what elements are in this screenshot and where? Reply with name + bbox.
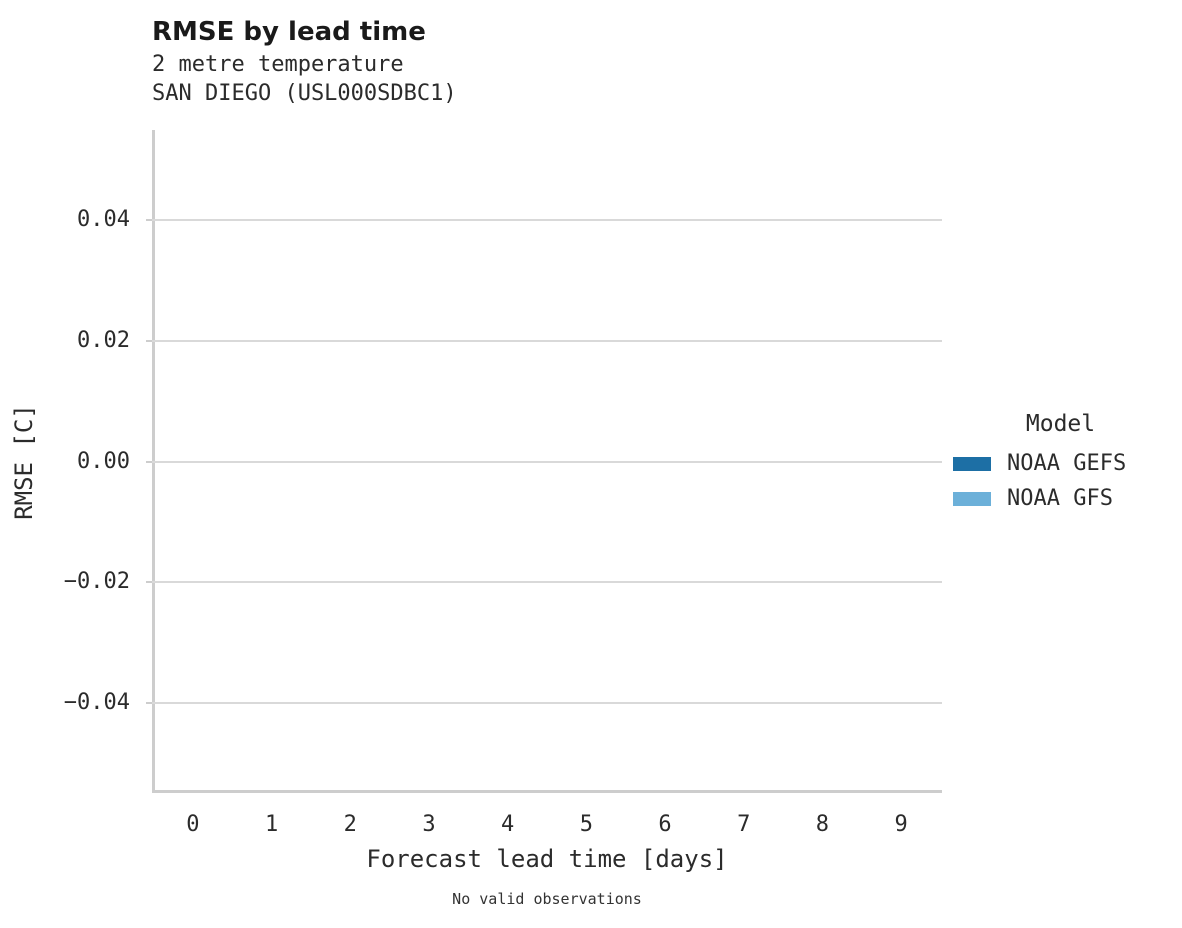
x-tick-label: 4 <box>501 812 515 837</box>
y-tickmark <box>146 581 152 584</box>
y-tickmark <box>146 219 152 222</box>
y-gridline <box>152 219 942 222</box>
x-axis-title: Forecast lead time [days] <box>366 845 728 873</box>
legend-swatch-icon <box>953 456 991 471</box>
y-tickmark <box>146 701 152 704</box>
y-gridline <box>152 701 942 704</box>
y-tick-label: 0.04 <box>77 207 130 233</box>
x-tick-label: 0 <box>186 812 200 837</box>
y-gridline <box>152 339 942 342</box>
x-tick-label: 5 <box>579 812 593 837</box>
legend-swatch-icon <box>953 491 991 506</box>
x-tick-label: 9 <box>894 812 908 837</box>
y-tick-label: 0.02 <box>77 327 130 353</box>
x-tick-label: 1 <box>264 812 279 837</box>
x-tick-label: 6 <box>658 812 672 837</box>
legend-label: NOAA GFS <box>1007 486 1113 511</box>
y-tickmark <box>146 339 152 342</box>
x-tick-label: 2 <box>343 812 357 837</box>
x-tick-label: 3 <box>422 812 436 837</box>
legend-items: NOAA GEFS NOAA GFS <box>953 450 1168 512</box>
legend: Model NOAA GEFS NOAA GFS <box>953 411 1168 520</box>
chart-subtitle-station: SAN DIEGO (USL000SDBC1) <box>152 81 457 106</box>
chart-title: RMSE by lead time <box>152 17 426 47</box>
y-tick-label: −0.02 <box>63 569 130 595</box>
y-gridline <box>152 581 942 584</box>
y-tick-label: −0.04 <box>63 689 130 715</box>
y-gridline <box>152 460 942 463</box>
x-tick-label: 8 <box>815 812 830 837</box>
chart-subtitle-variable: 2 metre temperature <box>152 52 404 77</box>
y-tick-label: 0.00 <box>77 448 130 474</box>
x-tick-label: 7 <box>737 812 751 837</box>
legend-title: Model <box>1025 411 1096 437</box>
legend-label: NOAA GEFS <box>1007 451 1127 476</box>
y-tickmark <box>146 460 152 463</box>
legend-item: NOAA GEFS <box>953 450 1168 477</box>
no-data-caption: No valid observations <box>452 890 642 908</box>
legend-item: NOAA GFS <box>953 485 1168 512</box>
